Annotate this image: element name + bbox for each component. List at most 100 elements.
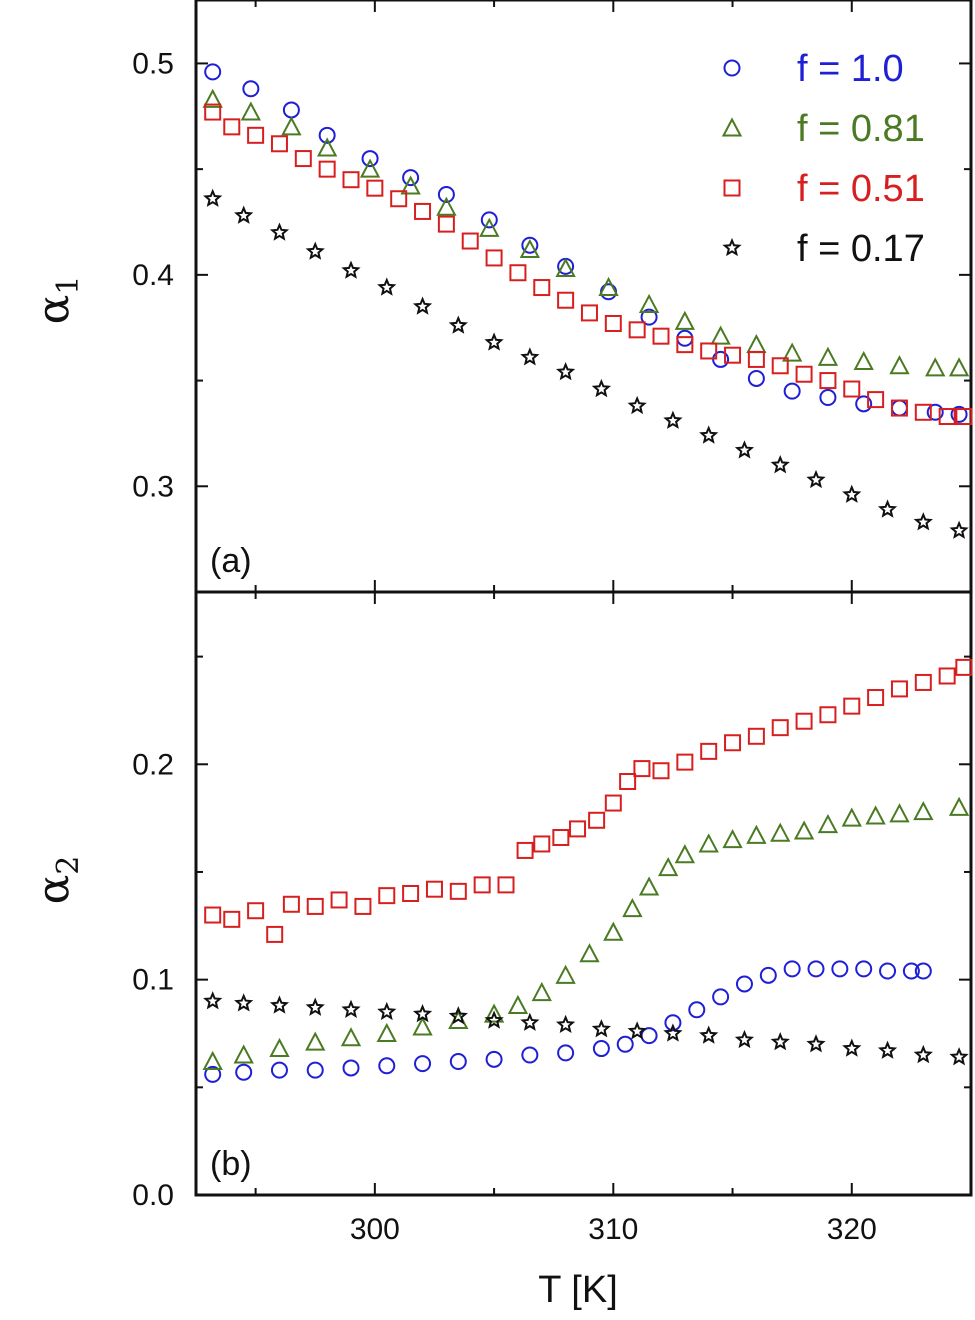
series-star xyxy=(203,188,969,539)
data-point xyxy=(306,897,324,915)
data-point xyxy=(354,897,372,915)
data-point xyxy=(698,833,719,853)
data-point xyxy=(402,885,420,902)
data-point xyxy=(890,399,908,417)
data-point xyxy=(841,807,862,827)
data-point xyxy=(270,1061,288,1079)
data-point xyxy=(592,1040,610,1058)
y-tick-label: 0.3 xyxy=(132,470,174,503)
data-point xyxy=(342,171,360,189)
data-point xyxy=(516,841,534,859)
legend-marker-star xyxy=(722,237,742,257)
data-point xyxy=(817,813,839,834)
data-point xyxy=(807,960,825,978)
data-point xyxy=(266,925,284,943)
data-point xyxy=(247,902,265,920)
data-point xyxy=(746,824,767,844)
data-point xyxy=(855,960,873,978)
data-point xyxy=(533,279,551,297)
data-point xyxy=(366,179,384,197)
data-point xyxy=(674,310,696,330)
data-point xyxy=(234,993,254,1012)
data-point xyxy=(509,264,527,282)
data-point xyxy=(877,1040,898,1059)
data-point xyxy=(520,347,540,366)
data-point xyxy=(521,236,539,254)
data-point xyxy=(555,257,576,278)
data-point xyxy=(948,357,970,377)
data-point xyxy=(340,1027,362,1047)
data-point xyxy=(771,719,789,737)
x-tick-label: 300 xyxy=(350,1213,400,1246)
legend-label: f = 0.51 xyxy=(797,168,925,210)
data-point xyxy=(531,981,552,1002)
data-point xyxy=(819,706,837,724)
data-point xyxy=(831,960,849,978)
data-point xyxy=(735,975,753,993)
data-point xyxy=(700,342,718,360)
data-point xyxy=(412,1016,433,1036)
data-point xyxy=(867,391,885,409)
data-point xyxy=(507,994,529,1014)
x-axis-title: T [K] xyxy=(538,1269,618,1311)
panel-b-label: (b) xyxy=(210,1145,252,1183)
data-point xyxy=(855,395,873,413)
data-point xyxy=(557,291,575,309)
data-point xyxy=(247,126,265,144)
data-point xyxy=(377,277,397,296)
data-point xyxy=(759,966,777,984)
data-point xyxy=(497,876,515,894)
data-point xyxy=(817,346,839,366)
data-point xyxy=(378,887,396,905)
data-point xyxy=(795,365,813,383)
data-point xyxy=(400,175,421,195)
data-point xyxy=(556,362,576,381)
data-point xyxy=(770,1031,790,1051)
data-point xyxy=(485,1050,503,1068)
data-point xyxy=(449,882,467,900)
panel-b-ylabel: α2 xyxy=(28,856,86,905)
data-point xyxy=(480,211,498,229)
data-point xyxy=(203,188,223,207)
data-point xyxy=(448,315,468,334)
data-point xyxy=(598,276,619,297)
data-point xyxy=(579,943,600,963)
data-point xyxy=(938,667,956,685)
data-point xyxy=(235,1063,253,1081)
data-point xyxy=(203,991,223,1010)
data-point xyxy=(783,960,801,978)
data-point xyxy=(306,1061,324,1079)
data-point xyxy=(603,921,624,941)
data-point xyxy=(795,712,813,730)
data-point xyxy=(588,811,606,829)
data-point xyxy=(461,232,479,250)
data-point xyxy=(700,742,718,760)
data-point xyxy=(712,988,730,1006)
data-point xyxy=(437,186,455,204)
data-point xyxy=(663,410,683,429)
data-point xyxy=(600,283,618,301)
data-point xyxy=(781,342,803,362)
data-point xyxy=(414,1055,432,1073)
data-point xyxy=(425,880,443,898)
data-point xyxy=(938,408,956,426)
panel-a-ylabel: α1 xyxy=(28,276,86,325)
y-tick-label: 0.0 xyxy=(132,1179,174,1212)
data-point xyxy=(710,325,731,345)
data-point xyxy=(889,355,910,375)
legend-label: f = 0.17 xyxy=(797,228,925,270)
data-point xyxy=(914,962,932,980)
data-point xyxy=(318,126,336,144)
data-point xyxy=(843,697,861,715)
data-point xyxy=(657,857,679,877)
data-point xyxy=(627,1021,647,1040)
data-point xyxy=(724,346,742,364)
data-point xyxy=(437,215,455,233)
data-point xyxy=(877,499,898,518)
data-point xyxy=(242,80,260,98)
data-point xyxy=(378,1057,396,1075)
panel-b-markers xyxy=(202,658,973,1083)
data-point xyxy=(294,150,312,168)
data-point xyxy=(202,1050,223,1070)
